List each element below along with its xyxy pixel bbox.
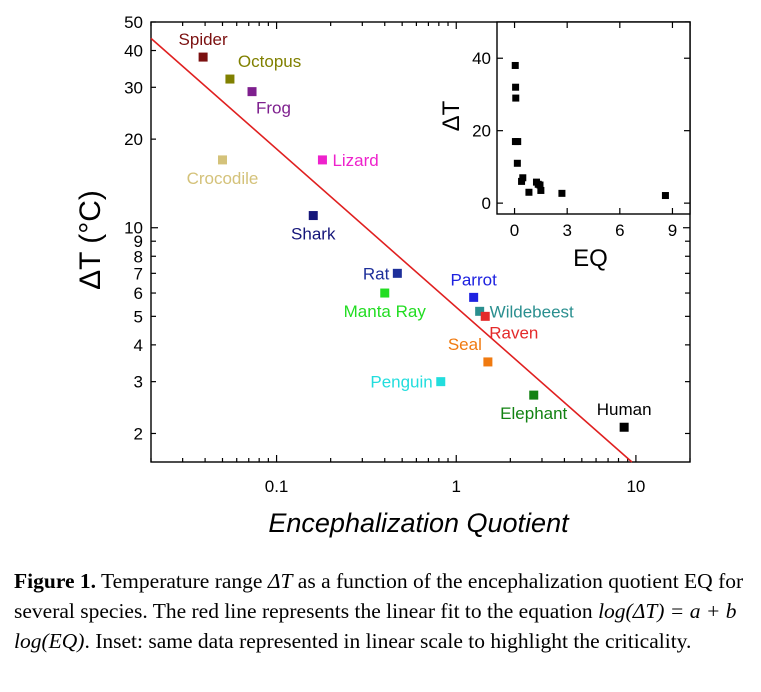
label-penguin: Penguin <box>370 373 432 392</box>
label-crocodile: Crocodile <box>187 169 259 188</box>
label-frog: Frog <box>256 99 291 118</box>
x-tick-label: 1 <box>452 477 461 496</box>
point-manta-ray <box>380 288 390 298</box>
inset-point <box>525 188 533 196</box>
point-wildebeest <box>475 306 485 316</box>
inset-y-tick-label: 0 <box>482 194 491 213</box>
y-tick-label: 3 <box>134 373 143 392</box>
main-plot: 0.1 1 10234567891020304050Encephalization … <box>74 13 691 538</box>
inset-x-tick-label: 0 <box>510 221 519 240</box>
point-frog <box>247 87 257 97</box>
inset-y-axis-title: ΔT <box>438 100 465 131</box>
y-tick-label: 6 <box>134 284 143 303</box>
point-human <box>619 422 629 432</box>
main-plot-frame <box>150 21 691 463</box>
label-seal: Seal <box>448 335 482 354</box>
label-lizard: Lizard <box>332 151 378 170</box>
y-tick-label: 5 <box>134 307 143 326</box>
label-manta-ray: Manta Ray <box>344 302 427 321</box>
y-tick-label: 50 <box>124 13 143 32</box>
point-shark <box>308 211 318 221</box>
point-lizard <box>317 155 327 165</box>
caption-text-2: as a function of the encephalization quo… <box>14 569 744 623</box>
point-rat <box>392 268 402 278</box>
point-penguin <box>436 377 446 387</box>
point-spider <box>198 52 208 62</box>
inset-point <box>518 177 526 185</box>
y-tick-label: 9 <box>134 232 143 251</box>
y-tick-label: 4 <box>134 336 143 355</box>
y-tick-label: 20 <box>124 130 143 149</box>
inset-x-tick-label: 9 <box>668 221 677 240</box>
y-tick-label: 40 <box>124 42 143 61</box>
inset-point <box>514 138 522 146</box>
main-chart: 0.1 1 10234567891020304050Encephalization … <box>74 13 691 538</box>
inset-x-tick-label: 3 <box>562 221 571 240</box>
inset-point <box>536 181 544 189</box>
y-tick-label: 10 <box>124 219 143 238</box>
x-tick-label: 10 <box>626 477 645 496</box>
caption-text-3: . Inset: same data represented in linear… <box>84 629 692 653</box>
inset-plot: 0 3 6 9 0 20 40 EQ ΔT <box>438 21 691 272</box>
label-shark: Shark <box>291 225 336 244</box>
caption-symbol: ΔT <box>267 569 293 593</box>
figure-caption: Figure 1. Temperature range ΔT as a func… <box>14 566 750 656</box>
inset-x-axis-title: EQ <box>573 245 608 272</box>
x-tick-label: 0.1 <box>265 477 289 496</box>
label-human: Human <box>597 400 652 419</box>
inset-point <box>519 174 527 182</box>
inset-x-tick-label: 6 <box>615 221 624 240</box>
label-rat: Rat <box>363 264 390 283</box>
caption-equation: log(ΔT) = a + b log(EQ) <box>14 599 737 653</box>
label-wildebeest: Wildebeest <box>490 302 574 321</box>
label-parrot: Parrot <box>451 270 498 289</box>
point-seal <box>483 357 493 367</box>
inset-point <box>511 61 519 69</box>
inset-point <box>512 94 520 102</box>
inset-point <box>537 186 545 194</box>
inset-point <box>661 192 669 200</box>
inset-frame <box>496 21 691 215</box>
y-tick-label: 2 <box>134 424 143 443</box>
y-tick-label: 8 <box>134 247 143 266</box>
point-octopus <box>225 74 235 84</box>
x-axis-title: Encephalization Quotient <box>268 508 570 538</box>
inset-y-tick-label: 40 <box>472 49 491 68</box>
label-octopus: Octopus <box>238 52 301 71</box>
caption-figure-label: Figure 1. <box>14 569 97 593</box>
point-crocodile <box>217 155 227 165</box>
label-raven: Raven <box>489 323 538 342</box>
inset-point <box>558 189 566 197</box>
label-spider: Spider <box>179 30 228 49</box>
point-parrot <box>469 292 479 302</box>
y-tick-label: 7 <box>134 264 143 283</box>
y-tick-label: 30 <box>124 78 143 97</box>
caption-text-1: Temperature range <box>96 569 268 593</box>
y-axis-title: ΔT (°C) <box>74 190 107 290</box>
inset-y-tick-label: 20 <box>472 122 491 141</box>
inset-point <box>513 159 521 167</box>
inset-point <box>512 83 520 91</box>
fit-line <box>150 37 633 463</box>
point-raven <box>480 311 490 321</box>
label-elephant: Elephant <box>500 404 567 423</box>
point-elephant <box>529 390 539 400</box>
